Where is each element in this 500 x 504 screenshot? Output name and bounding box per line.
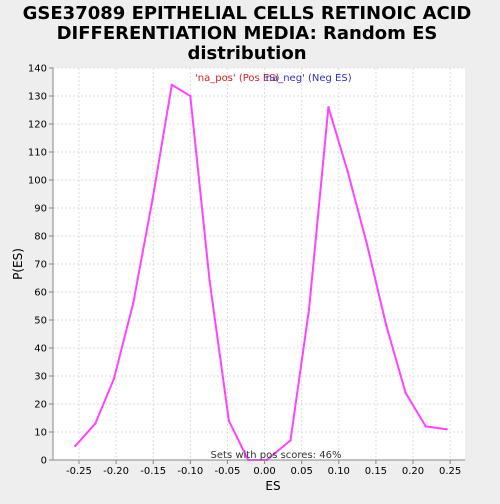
y-tick-label: 20 [34, 400, 47, 411]
y-tick-label: 80 [34, 232, 47, 243]
data-point [424, 425, 427, 428]
x-tick-label: -0.25 [66, 466, 92, 477]
y-tick-label: 0 [41, 456, 47, 467]
y-tick-label: 120 [28, 120, 47, 131]
y-axis-label: P(ES) [11, 248, 25, 280]
x-tick-label: -0.15 [140, 466, 166, 477]
data-point [170, 83, 173, 87]
data-point [227, 419, 231, 422]
data-point [131, 302, 135, 305]
legend-item-pos: 'na_pos' (Pos ES) [195, 73, 280, 84]
y-tick-label: 50 [34, 316, 47, 327]
y-tick-label: 110 [28, 148, 47, 159]
x-tick-label: -0.20 [103, 466, 129, 477]
y-tick-label: 100 [28, 176, 47, 187]
chart-title-line-3: distribution [187, 43, 306, 64]
x-tick-label: 0.10 [328, 466, 350, 477]
pos-score-annotation: Sets with pos scores: 46% [211, 450, 342, 461]
y-tick-label: 60 [34, 288, 47, 299]
data-point [445, 428, 448, 431]
y-tick-label: 90 [34, 204, 47, 215]
x-axis-label: ES [265, 479, 280, 493]
data-point [112, 377, 116, 380]
data-point [151, 198, 154, 201]
x-tick-label: 0.00 [253, 466, 275, 477]
x-tick-label: 0.15 [365, 466, 387, 477]
x-tick-label: 0.05 [291, 466, 313, 477]
data-point [289, 439, 292, 442]
y-tick-label: 70 [34, 260, 47, 271]
x-tick-label: -0.05 [215, 466, 241, 477]
data-point [327, 106, 330, 109]
y-tick-label: 30 [34, 372, 47, 383]
data-point [189, 94, 192, 98]
data-point [94, 422, 97, 425]
x-tick-label: 0.25 [439, 466, 461, 477]
data-point [74, 444, 77, 448]
data-point [307, 307, 311, 310]
chart-title-line-1: GSE37089 EPITHELIAL CELLS RETINOIC ACID [23, 3, 472, 24]
x-tick-label: -0.10 [177, 466, 203, 477]
x-tick-label: 0.20 [402, 466, 424, 477]
legend-item-neg: 'na_neg' (Neg ES) [263, 73, 352, 84]
chart-title-line-2: DIFFERENTIATION MEDIA: Random ES [57, 23, 438, 44]
y-tick-label: 140 [28, 64, 47, 75]
y-tick-label: 130 [28, 92, 47, 103]
data-point [385, 324, 388, 327]
data-point [346, 170, 349, 173]
data-point [365, 243, 369, 246]
y-tick-label: 40 [34, 344, 47, 355]
y-tick-label: 10 [34, 428, 47, 439]
data-point [404, 391, 407, 394]
ticks-layer: -0.25 -0.20 -0.15 -0.10 -0.05 0.00 0.05 0.10 0.1… [28, 64, 461, 478]
data-point [208, 279, 211, 282]
